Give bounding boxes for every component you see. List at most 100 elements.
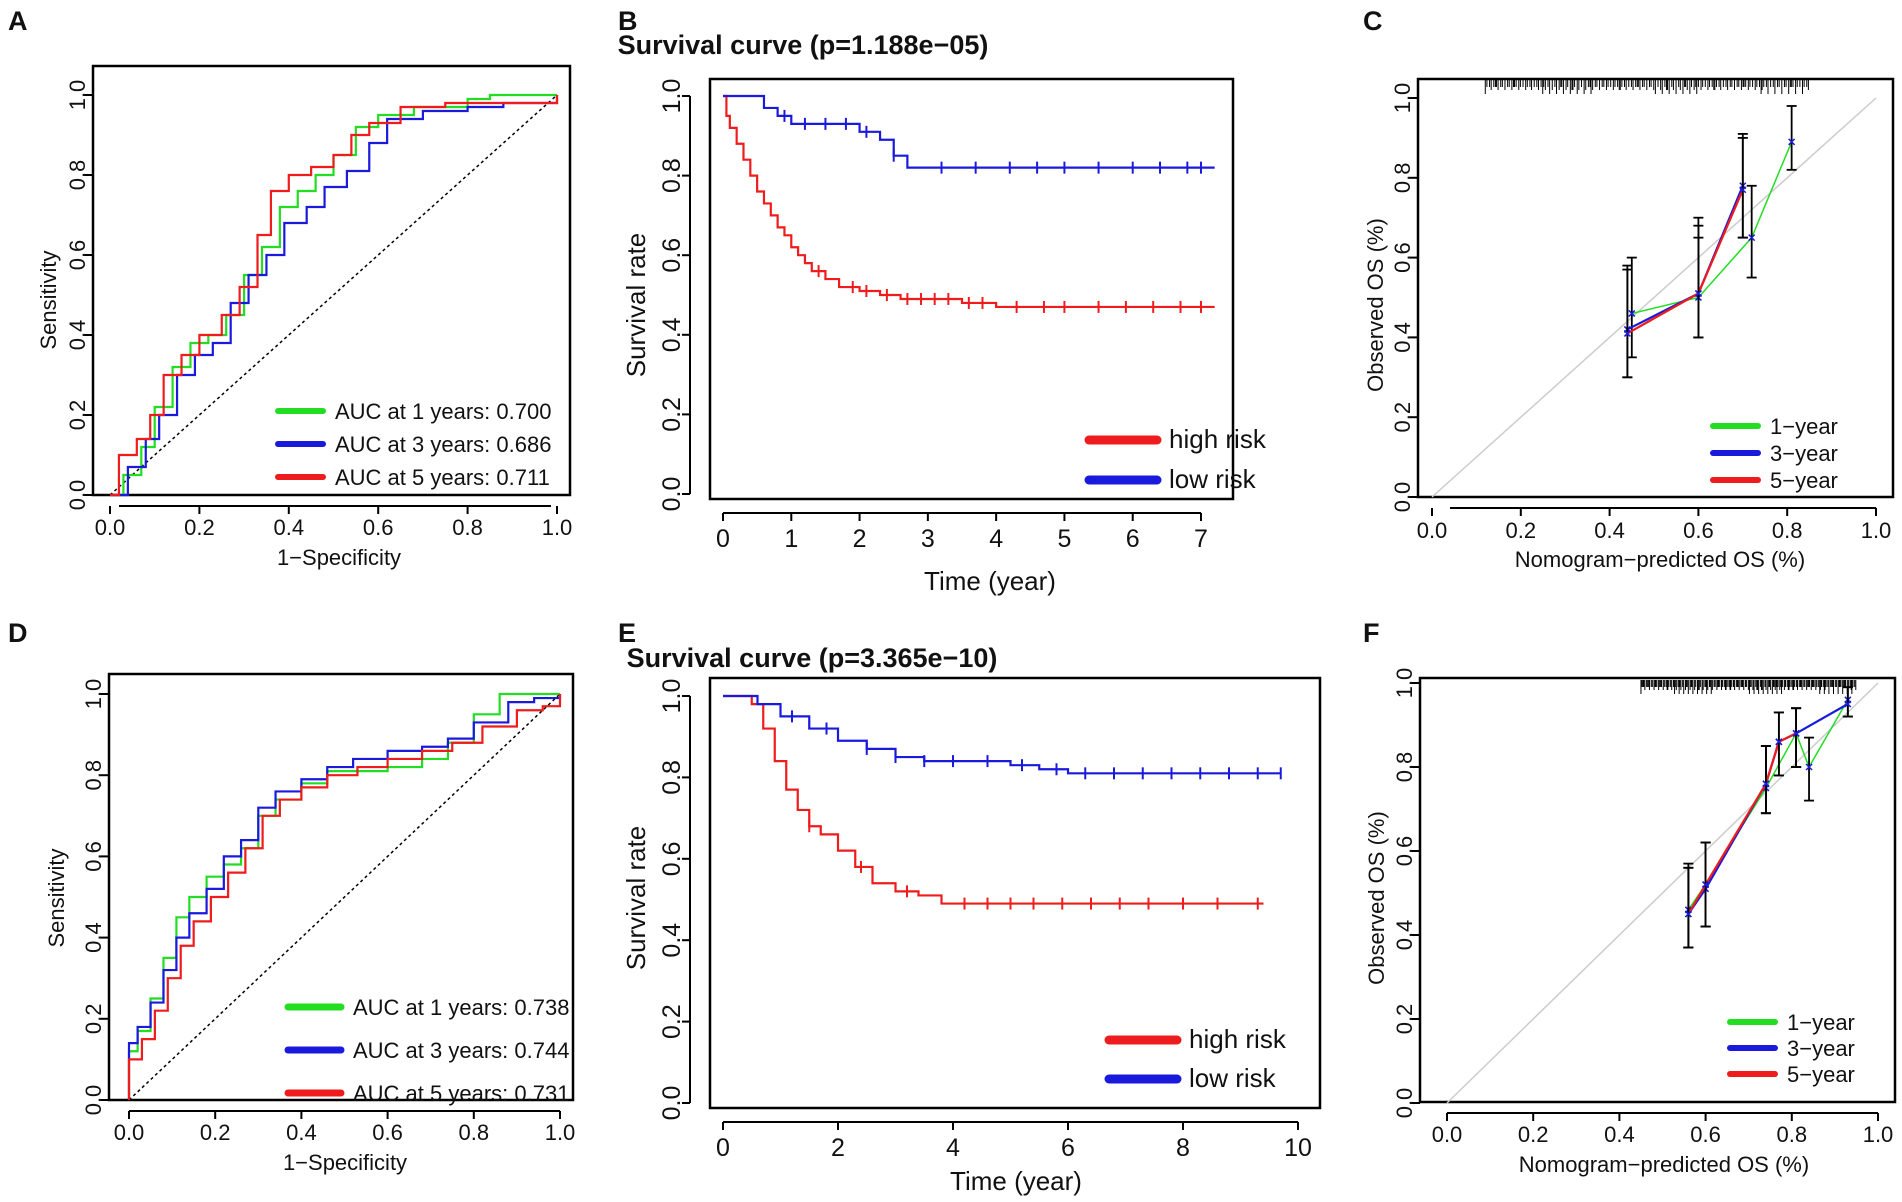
panel-f-x-tick-label: 1.0 [1863,1122,1894,1147]
panel-b-plot-frame [708,77,1235,501]
panel-d-x-tick-label: 0.6 [372,1120,403,1145]
panel-a-series-2-legend-label: AUC at 3 years: 0.686 [335,432,551,457]
panel-f-y-tick-label: 0.8 [1392,752,1417,783]
panel-e-series-1-legend-label: high risk [1189,1024,1287,1054]
panel-d-y-axis-label: Sensitivity [44,848,69,947]
panel-c-x-tick-label: 0.6 [1683,518,1714,543]
panel-e-y-tick-label: 0.0 [658,1086,686,1121]
panel-d-diagonal-line [128,693,561,1101]
panel-a-x-axis-label: 1−Specificity [277,545,401,570]
panel-b-y-tick-label: 1.0 [658,79,686,114]
panel-f-x-tick-label: 0.2 [1518,1122,1549,1147]
panel-e-series-2: low risk [723,694,1282,1093]
panel-e-title: Survival curve (p=3.365e−10) [627,643,998,673]
panel-e-y-tick-label: 0.4 [658,923,686,958]
panel-d-y-tick-label: 0.6 [81,841,106,872]
panel-e-series-2-legend-label: low risk [1189,1063,1277,1093]
panel-c-series-1-point [1748,234,1756,242]
panel-b-x-tick-label: 2 [853,525,867,553]
panel-f-series-1-legend-label: 1−year [1787,1010,1855,1035]
panel-d-y-tick-label: 0.2 [81,1004,106,1035]
panel-f-y-tick-label: 1.0 [1392,668,1417,699]
panel-e-x-tick-label: 2 [831,1134,845,1162]
panel-d-series-2-line [127,694,562,1100]
panel-a-y-axis-label: Sensitivity [36,250,61,349]
panel-c-x-tick-label: 0.0 [1417,518,1448,543]
panel-d-series-3: AUC at 5 years: 0.731 [127,694,569,1106]
panel-e-plot-frame [708,676,1322,1110]
panel-a-diagonal-line [109,94,558,496]
panel-e-x-tick-label: 4 [946,1134,960,1162]
panel-c-letter: C [1363,6,1383,36]
panel-b-x-tick-label: 5 [1057,525,1071,553]
panel-e-y-tick-label: 0.2 [658,1004,686,1039]
panel-f-series-1-point [1805,763,1813,771]
panel-f-series-2-legend-label: 3−year [1787,1036,1855,1061]
panel-f-x-tick-label: 0.4 [1604,1122,1635,1147]
panel-a-series-1-legend-label: AUC at 1 years: 0.700 [335,399,551,424]
panel-f-series-3-point [1762,780,1770,788]
panel-f-y-tick-label: 0.4 [1392,920,1417,951]
panel-a-x-tick-label: 0.0 [95,515,126,540]
panel-c-series-3-point [1623,329,1631,337]
panel-c-series-1-line [1631,141,1793,315]
panel-b-x-axis-label: Time (year) [924,566,1056,596]
panel-e-x-tick-label: 0 [716,1134,730,1162]
panel-c-series-2-legend-label: 3−year [1770,441,1838,466]
panel-f-series-1: 1−year [1683,686,1855,1035]
panel-f-y-tick-label: 0.2 [1392,1004,1417,1035]
panel-f-series-3-point [1792,729,1800,737]
panel-f-series-2-point [1844,700,1852,708]
panel-c-series-3-legend-label: 5−year [1770,468,1838,493]
panel-c-series-1-point [1628,309,1636,317]
panel-c-series-1-legend-label: 1−year [1770,414,1838,439]
panel-a-plot-frame [91,64,572,497]
panel-c-y-tick-label: 0.6 [1390,242,1415,273]
panel-f-y-tick-label: 0.6 [1392,836,1417,867]
panel-b-x-tick-label: 1 [784,525,798,553]
panel-c: C 0.0 0.2 0.4 0.6 0.8 1.0 0.0 0.2 0.4 0.6 0.8 1.0 Nom… [1363,6,1895,572]
panel-b-y-tick-label: 0.6 [658,238,686,273]
panel-d-y-tick-label: 1.0 [81,679,106,710]
panel-a-series-3-legend-label: AUC at 5 years: 0.711 [335,465,550,490]
panel-f-x-tick-label: 0.8 [1777,1122,1808,1147]
panel-b-y-tick-label: 0.0 [658,477,686,512]
panel-d-series-2: AUC at 3 years: 0.744 [127,694,569,1100]
panel-d-y-tick-label: 0.4 [81,922,106,953]
panel-f-x-tick-label: 0.0 [1432,1122,1463,1147]
panel-a-y-tick-label: 1.0 [65,80,90,111]
panel-b-y-axis-label: Survival rate [621,233,651,378]
panel-b-title: Survival curve (p=1.188e−05) [618,30,989,60]
panel-a-y-tick-label: 0.4 [65,320,90,351]
panel-c-series-3: 5−year [1622,136,1838,493]
panel-c-y-tick-label: 0.0 [1390,482,1415,513]
panel-a-series-2: AUC at 3 years: 0.686 [110,95,559,497]
panel-b-x-tick-label: 6 [1126,525,1140,553]
panel-e-x-tick-label: 10 [1284,1134,1312,1162]
panel-a: A 0.0 0.2 0.4 0.6 0.8 1.0 0.0 0.2 0.4 0.6 0.8 1.0 1−S… [8,6,572,570]
panel-d-x-tick-label: 0.4 [286,1120,317,1145]
panel-c-x-tick-label: 0.8 [1772,518,1803,543]
panel-f-letter: F [1363,618,1380,648]
panel-c-series-3-point [1694,289,1702,298]
panel-a-x-tick-label: 0.6 [363,515,394,540]
panel-e-y-tick-label: 1.0 [658,679,686,714]
panel-a-x-tick-label: 0.4 [274,515,305,540]
panel-d-letter: D [8,618,28,648]
panel-b-series-1: high risk [723,94,1267,454]
panel-c-x-axis-label: Nomogram−predicted OS (%) [1515,547,1805,572]
panel-b-y-tick-label: 0.2 [658,397,686,432]
panel-b-x-tick-label: 4 [989,525,1003,553]
panel-f-x-tick-label: 0.6 [1690,1122,1721,1147]
panel-b-y-tick-label: 0.8 [658,158,686,193]
panel-f-series-3-legend-label: 5−year [1787,1062,1855,1087]
panel-e-series-1-line [723,694,1264,905]
panel-d-series-3-line [127,694,562,1100]
panel-c-x-tick-label: 0.2 [1506,518,1537,543]
panel-f-x-axis-label: Nomogram−predicted OS (%) [1519,1152,1809,1177]
panel-f-y-axis-label: Observed OS (%) [1364,811,1389,985]
panel-d-y-tick-label: 0.0 [81,1085,106,1116]
panel-e-y-tick-label: 0.8 [658,760,686,795]
panel-c-series-3-point [1739,186,1747,194]
